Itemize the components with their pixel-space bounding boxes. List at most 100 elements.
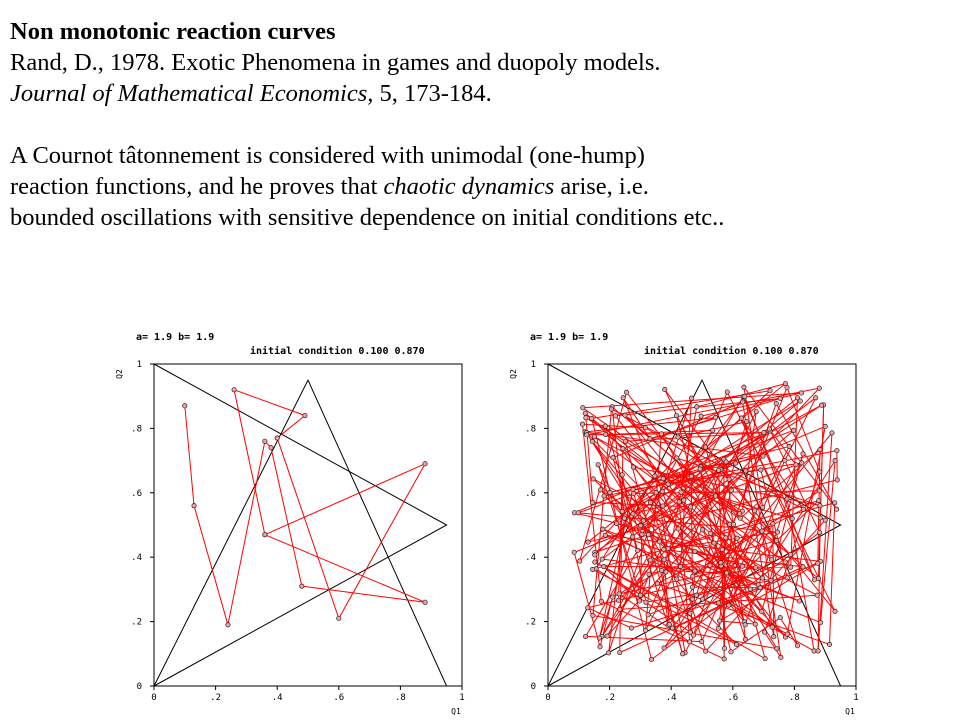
x-tick-label: .2 bbox=[604, 693, 615, 703]
y-tick-label: .4 bbox=[131, 553, 142, 563]
trajectory-point bbox=[733, 460, 739, 466]
trajectory-segment bbox=[650, 502, 694, 636]
trajectory-segment bbox=[663, 500, 820, 649]
trajectory-segment bbox=[579, 392, 628, 562]
trajectory-segment bbox=[769, 428, 797, 466]
trajectory-point bbox=[336, 615, 342, 621]
trajectory-segment bbox=[677, 429, 795, 530]
trajectory-point bbox=[225, 622, 231, 628]
trajectory-point bbox=[773, 401, 779, 407]
body-line-1: A Cournot tâtonnement is considered with… bbox=[10, 142, 645, 169]
trajectory-point bbox=[699, 639, 705, 645]
trajectory-segment bbox=[657, 583, 830, 645]
trajectory-point bbox=[590, 612, 596, 619]
trajectory-point bbox=[599, 556, 605, 562]
trajectory-point bbox=[639, 531, 645, 537]
trajectory-segment bbox=[594, 436, 685, 501]
trajectory-point bbox=[834, 477, 840, 483]
trajectory-segment bbox=[743, 387, 764, 508]
trajectory-point bbox=[677, 563, 683, 570]
trajectory-point bbox=[777, 395, 783, 402]
trajectory-point bbox=[716, 600, 722, 606]
trajectory-point bbox=[693, 592, 700, 598]
trajectory-segment bbox=[761, 453, 804, 612]
trajectory-point bbox=[182, 403, 188, 409]
trajectory-point bbox=[760, 453, 766, 459]
trajectory-segment bbox=[611, 406, 625, 519]
journal-name: Journal of Mathematical Economics, bbox=[10, 80, 374, 107]
trajectory-point bbox=[723, 459, 729, 465]
trajectory-segment bbox=[585, 550, 639, 637]
trajectory-point bbox=[773, 538, 780, 544]
trajectory-point bbox=[726, 476, 732, 482]
trajectory-point bbox=[422, 461, 428, 467]
y-tick-label: 1 bbox=[137, 360, 142, 370]
trajectory-point bbox=[590, 499, 596, 506]
trajectory-segment bbox=[726, 391, 836, 612]
trajectory-point bbox=[800, 564, 806, 570]
trajectory-segment bbox=[592, 409, 612, 616]
body-line-2c: arise, i.e. bbox=[554, 173, 649, 200]
trajectory-point bbox=[719, 546, 725, 553]
trajectory-point bbox=[713, 493, 719, 499]
trajectory-segment bbox=[779, 617, 798, 647]
trajectory-segment bbox=[573, 552, 601, 647]
x-tick-label: 0 bbox=[545, 693, 550, 703]
trajectory-point bbox=[661, 546, 667, 553]
trajectory-point bbox=[757, 585, 763, 591]
trajectory-point bbox=[571, 549, 577, 555]
y-tick-label: .6 bbox=[525, 489, 536, 499]
trajectory-point bbox=[733, 641, 740, 648]
trajectory-segment bbox=[618, 474, 623, 601]
trajectory-segment bbox=[227, 441, 266, 625]
y-axis-label: Q2 bbox=[509, 369, 518, 379]
trajectory-point bbox=[658, 431, 664, 437]
trajectory-segment bbox=[744, 396, 815, 580]
trajectory-segment bbox=[591, 418, 652, 660]
trajectory-point bbox=[799, 460, 805, 466]
trajectory-point bbox=[604, 633, 610, 639]
trajectory-segment bbox=[684, 446, 790, 654]
trajectory-segment bbox=[608, 397, 693, 653]
trajectory-segment bbox=[587, 479, 838, 543]
trajectory-segment bbox=[605, 429, 713, 436]
trajectory-point bbox=[619, 472, 625, 478]
trajectory-point bbox=[660, 503, 666, 509]
trajectory-segment bbox=[587, 607, 632, 629]
trajectory-segment bbox=[615, 415, 786, 638]
trajectory-point bbox=[713, 414, 719, 421]
trajectory-point bbox=[784, 631, 790, 637]
trajectory-point bbox=[635, 547, 641, 553]
trajectory-point bbox=[628, 625, 635, 631]
trajectory-segment bbox=[618, 387, 820, 601]
trajectory-point bbox=[794, 395, 801, 401]
trajectory-point bbox=[800, 451, 806, 457]
trajectory-segment bbox=[270, 447, 303, 587]
trajectory-point bbox=[617, 606, 623, 612]
trajectory-segment bbox=[264, 463, 426, 536]
trajectory-segment bbox=[301, 585, 426, 603]
trajectory-point bbox=[598, 598, 604, 604]
trajectory-segment bbox=[619, 470, 747, 610]
trajectory-point bbox=[643, 627, 649, 633]
y-tick-label: 0 bbox=[531, 682, 536, 692]
trajectory-point bbox=[643, 599, 649, 605]
trajectory-point bbox=[623, 389, 630, 395]
trajectory-point bbox=[826, 641, 833, 648]
trajectory-point bbox=[789, 516, 795, 522]
trajectory-segment bbox=[769, 428, 821, 533]
trajectory-segment bbox=[184, 405, 195, 506]
trajectory-point bbox=[688, 395, 695, 401]
trajectory-point bbox=[654, 581, 660, 587]
trajectory-point bbox=[723, 535, 729, 541]
trajectory-point bbox=[583, 633, 589, 639]
y-tick-label: 1 bbox=[531, 360, 536, 370]
trajectory-segment bbox=[619, 565, 743, 595]
trajectory-point bbox=[774, 529, 781, 535]
body-line-2a: reaction functions, and he proves that bbox=[10, 173, 384, 200]
trajectory-segment bbox=[690, 476, 693, 588]
trajectory-point bbox=[602, 532, 608, 538]
trajectory-point bbox=[721, 645, 728, 651]
trajectory-point bbox=[784, 384, 790, 391]
trajectory-segment bbox=[764, 631, 782, 658]
